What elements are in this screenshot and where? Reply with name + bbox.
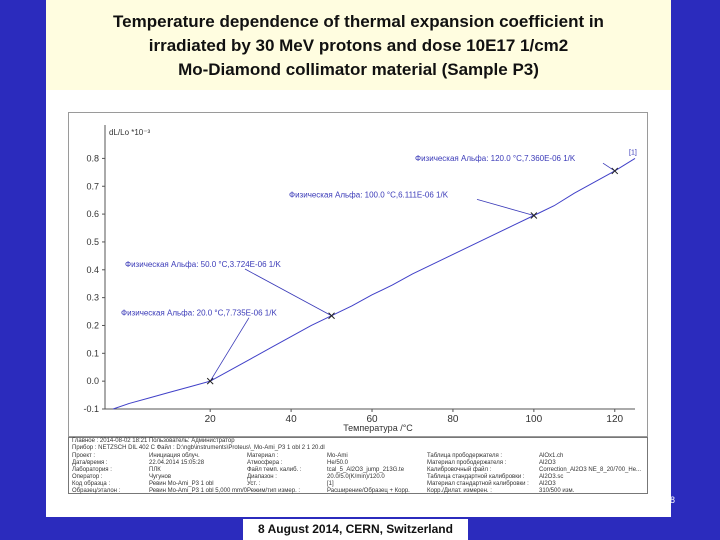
curve-label: [1]	[629, 149, 637, 156]
y-tick-label: 0.1	[86, 348, 99, 358]
y-tick-label: 0.6	[86, 209, 99, 219]
info-cell: ПЛК	[149, 467, 161, 473]
info-cell: Уст. :	[247, 481, 261, 487]
annotation-marker	[530, 212, 538, 219]
info-cell: Режим/тип измер. :	[247, 488, 301, 494]
title-box: Temperature dependence of thermal expans…	[46, 0, 671, 90]
info-cell: Al2O3.sc	[539, 474, 564, 480]
info-cell: Оператор :	[72, 474, 103, 480]
footer-text: 8 August 2014, CERN, Switzerland	[243, 519, 468, 540]
info-cell: Al2O3	[539, 460, 556, 466]
info-cell: 20.0/5.0(K/min)/120.0	[327, 474, 385, 480]
x-axis-label: Температура /°C	[343, 423, 413, 433]
y-tick-label: 0.3	[86, 293, 99, 303]
plot-frame: -0.1 0.0 0.1 0.2 0.3 0.4 0.5 0.6 0.7 0.8 20 40 60 80 1…	[68, 112, 648, 437]
page-number: 8	[670, 495, 676, 505]
x-tick-label: 100	[526, 414, 543, 425]
info-cell: Correction_Al2O3 NE_8_20/700_He...	[539, 467, 642, 473]
annotation-label: Физическая Альфа: 120.0 °C,7.360E-06 1/K	[415, 154, 576, 163]
info-cell: Mo-Ami	[327, 453, 348, 459]
info-cell: 22.04.2014 15:05:28	[149, 460, 205, 466]
x-tick-label: 80	[447, 414, 459, 425]
title-line-3: Mo-Diamond collimator material (Sample P…	[178, 60, 539, 79]
info-cell: 310/500 изм.	[539, 488, 575, 494]
annotation-marker	[328, 312, 335, 320]
title-line-2: irradiated by 30 MeV protons and dose 10…	[148, 36, 569, 55]
info-cell: Файл темп. калиб. :	[247, 467, 302, 473]
info-cell: Калибровочный файл :	[427, 467, 492, 473]
measurement-info-table: Главное : 2014-08-02 18:21 Пользователь:…	[68, 437, 648, 494]
info-cell: He/50.0	[327, 460, 349, 466]
info-cell: Ревин Mo-Ami_P3 1 obl	[149, 481, 214, 487]
title-line-1: Temperature dependence of thermal expans…	[113, 12, 604, 31]
y-axis-label: dL/Lo *10⁻³	[109, 128, 150, 137]
info-cell: Код образца :	[72, 481, 111, 487]
x-tick-label: 20	[205, 414, 217, 425]
info-cell: Атмосфера :	[247, 460, 283, 466]
x-tick-label: 40	[286, 414, 298, 425]
dilatometer-chart: -0.1 0.0 0.1 0.2 0.3 0.4 0.5 0.6 0.7 0.8 20 40 60 80 1…	[83, 125, 637, 433]
y-tick-label: 0.0	[86, 376, 99, 386]
info-cell: Корр./Дилат. измерен. :	[427, 488, 492, 494]
info-header-line-2: Прибор : NETZSCH DIL 402 C Файл : D:\ngb…	[72, 445, 325, 451]
y-tick-label: 0.7	[86, 181, 99, 191]
y-tick-label: 0.2	[86, 320, 99, 330]
info-cell: Инициация облуч.	[149, 453, 200, 459]
annotation-label: Физическая Альфа: 20.0 °C,7.735E-06 1/K	[121, 309, 277, 318]
info-cell: Дата/время :	[72, 460, 108, 466]
info-cell: Лаборатория :	[72, 467, 112, 473]
x-tick-label: 60	[366, 414, 378, 425]
y-tick-label: 0.4	[86, 265, 99, 275]
info-cell: Таблица прободержателя :	[427, 453, 503, 459]
annotation-marker	[611, 167, 619, 175]
info-cell: Проект :	[72, 453, 96, 459]
annotation-leader	[476, 199, 534, 216]
y-tick-label: 0.8	[86, 153, 99, 163]
info-cell: Образец/эталон :	[72, 488, 121, 494]
info-cell: [1]	[327, 481, 334, 487]
annotation-label: Физическая Альфа: 100.0 °C,6.111E-06 1/K	[289, 190, 449, 199]
info-cell: Чугунов	[149, 474, 172, 480]
info-cell: Материал прободержателя :	[427, 460, 507, 466]
info-cell: Расширение/Образец + Корр.	[327, 488, 410, 494]
annotation-marker	[206, 377, 214, 385]
info-header-line-1: Главное : 2014-08-02 18:21 Пользователь:…	[72, 438, 235, 444]
info-cell: Материал :	[247, 453, 279, 459]
slide-content-area	[46, 90, 671, 517]
annotation-label: Физическая Альфа: 50.0 °C,3.724E-06 1/K	[125, 260, 281, 269]
annotation-leader	[209, 317, 250, 382]
info-cell: AlOx1.ch	[539, 453, 564, 459]
y-tick-label: -0.1	[83, 404, 99, 414]
y-tick-label: 0.5	[86, 237, 99, 247]
info-cell: tcal_5_Al2O3_jump_213G.te	[327, 467, 405, 473]
annotation-leader	[244, 268, 332, 317]
info-cell: Таблица стандартной калибровки :	[427, 474, 525, 480]
info-cell: Ревин Mo-Ami_P3 1 obl 5,000 mm/0	[149, 488, 247, 494]
x-tick-label: 120	[606, 414, 623, 425]
expansion-curve	[112, 157, 636, 410]
info-cell: Al2O3	[539, 481, 556, 487]
info-cell: Материал стандартной калибровки :	[427, 481, 529, 487]
info-cell: Диапазон :	[247, 474, 277, 480]
